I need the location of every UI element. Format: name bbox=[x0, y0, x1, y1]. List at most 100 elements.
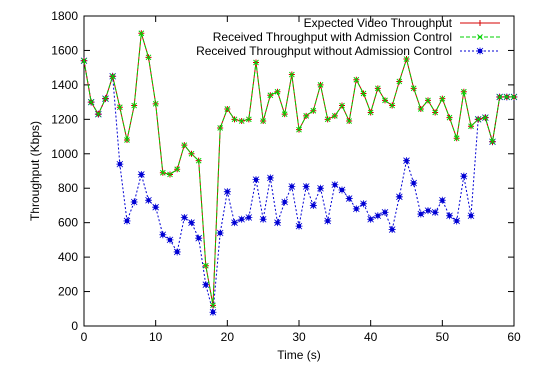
data-point bbox=[173, 248, 181, 256]
data-point bbox=[159, 231, 167, 239]
data-point bbox=[217, 125, 224, 131]
marker-cross bbox=[395, 193, 403, 201]
y-tick-label: 200 bbox=[58, 285, 78, 299]
marker-cross bbox=[245, 214, 253, 221]
data-point bbox=[496, 94, 503, 100]
data-point bbox=[137, 170, 145, 178]
data-point bbox=[324, 217, 332, 225]
legend-marker bbox=[477, 34, 483, 40]
marker-cross bbox=[381, 208, 389, 216]
data-point bbox=[367, 215, 375, 223]
data-point bbox=[209, 308, 217, 316]
data-point bbox=[425, 97, 431, 104]
marker-cross bbox=[424, 207, 432, 215]
data-point bbox=[116, 160, 124, 168]
y-tick-label: 1800 bbox=[51, 9, 78, 23]
data-point bbox=[202, 281, 210, 289]
data-point bbox=[410, 179, 418, 187]
marker-cross bbox=[216, 229, 224, 237]
marker-cross bbox=[417, 210, 425, 218]
marker-cross bbox=[438, 196, 446, 204]
marker-cross bbox=[288, 183, 296, 190]
data-point bbox=[167, 171, 173, 178]
marker-cross bbox=[145, 196, 152, 204]
data-point bbox=[266, 174, 274, 182]
y-tick-label: 0 bbox=[71, 319, 78, 333]
series-1 bbox=[81, 30, 517, 309]
data-point bbox=[345, 195, 353, 203]
marker-cross bbox=[345, 195, 353, 203]
data-point bbox=[467, 212, 475, 220]
marker-cross bbox=[123, 217, 131, 225]
marker-cross bbox=[281, 198, 289, 206]
y-tick-label: 1000 bbox=[51, 147, 78, 161]
data-point bbox=[223, 188, 231, 196]
data-point bbox=[468, 123, 474, 130]
data-point bbox=[166, 236, 174, 244]
data-point bbox=[238, 215, 246, 223]
marker-cross bbox=[453, 217, 461, 225]
marker-cross bbox=[195, 234, 203, 242]
legend-item-2: Received Throughput without Admission Co… bbox=[196, 44, 500, 58]
marker-cross bbox=[130, 198, 138, 206]
data-point bbox=[174, 166, 181, 173]
x-tick-label: 0 bbox=[81, 330, 88, 344]
marker-cross bbox=[403, 157, 410, 165]
series-line bbox=[83, 33, 514, 306]
data-point bbox=[152, 203, 160, 211]
data-point bbox=[288, 71, 295, 78]
data-point bbox=[438, 196, 446, 204]
data-point bbox=[295, 222, 303, 230]
marker-cross bbox=[476, 47, 484, 55]
marker-cross bbox=[266, 174, 274, 182]
data-point bbox=[367, 109, 374, 116]
y-tick-label: 400 bbox=[58, 250, 78, 264]
x-axis-label: Time (s) bbox=[277, 348, 321, 362]
data-point bbox=[388, 226, 396, 234]
data-point bbox=[346, 118, 353, 124]
data-point bbox=[460, 88, 467, 95]
data-point bbox=[188, 150, 195, 157]
legend-label: Received Throughput with Admission Contr… bbox=[213, 30, 452, 44]
data-point bbox=[245, 116, 252, 123]
marker-cross bbox=[374, 212, 382, 220]
legend-label: Expected Video Throughput bbox=[304, 16, 453, 30]
data-point bbox=[210, 302, 216, 309]
marker-cross bbox=[431, 208, 439, 216]
marker-cross bbox=[274, 219, 281, 227]
data-point bbox=[159, 169, 166, 176]
data-point bbox=[317, 184, 324, 192]
y-axis-label: Throughput (Kbps) bbox=[28, 121, 42, 221]
data-point bbox=[352, 205, 360, 213]
data-point bbox=[339, 102, 345, 109]
x-tick-label: 40 bbox=[364, 330, 378, 344]
marker-cross bbox=[309, 201, 317, 209]
marker-cross bbox=[166, 236, 174, 244]
marker-cross bbox=[238, 215, 246, 223]
data-point bbox=[360, 90, 367, 97]
data-point bbox=[131, 102, 138, 109]
data-point bbox=[396, 78, 403, 85]
data-point bbox=[446, 212, 453, 220]
data-point bbox=[145, 196, 152, 204]
data-point bbox=[102, 95, 109, 102]
data-point bbox=[181, 142, 188, 149]
data-point bbox=[431, 208, 439, 216]
data-point bbox=[224, 106, 231, 112]
data-point bbox=[360, 200, 367, 208]
data-point bbox=[216, 229, 224, 237]
data-point bbox=[152, 100, 159, 107]
data-point bbox=[460, 172, 468, 180]
data-point bbox=[281, 111, 288, 118]
marker-cross bbox=[223, 188, 231, 196]
data-point bbox=[511, 94, 517, 100]
data-point bbox=[123, 217, 131, 225]
marker-cross bbox=[410, 179, 418, 187]
data-point bbox=[81, 57, 87, 64]
data-point bbox=[88, 99, 95, 105]
data-point bbox=[403, 157, 410, 165]
data-point bbox=[317, 82, 324, 88]
marker-cross bbox=[152, 203, 160, 211]
data-point bbox=[281, 198, 289, 206]
